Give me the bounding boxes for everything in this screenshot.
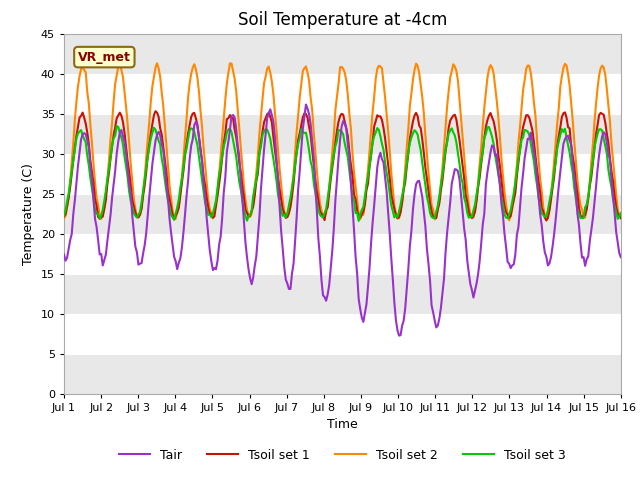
Bar <box>64 274 621 313</box>
Bar <box>64 313 621 354</box>
Bar <box>64 34 621 73</box>
X-axis label: Time: Time <box>327 418 358 431</box>
Title: Soil Temperature at -4cm: Soil Temperature at -4cm <box>237 11 447 29</box>
Y-axis label: Temperature (C): Temperature (C) <box>22 163 35 264</box>
Text: VR_met: VR_met <box>78 50 131 63</box>
Bar <box>64 234 621 274</box>
Bar <box>64 73 621 114</box>
Bar <box>64 154 621 193</box>
Bar <box>64 114 621 154</box>
Bar <box>64 354 621 394</box>
Legend: Tair, Tsoil set 1, Tsoil set 2, Tsoil set 3: Tair, Tsoil set 1, Tsoil set 2, Tsoil se… <box>114 444 571 467</box>
Bar <box>64 193 621 234</box>
